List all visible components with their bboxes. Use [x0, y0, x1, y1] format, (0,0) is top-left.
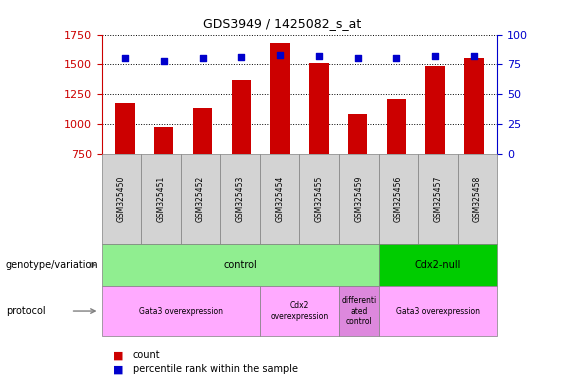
Point — [353, 55, 362, 61]
Point — [314, 53, 323, 59]
Text: GSM325454: GSM325454 — [275, 175, 284, 222]
Text: GSM325450: GSM325450 — [117, 175, 126, 222]
Point — [237, 54, 246, 60]
Text: GSM325458: GSM325458 — [473, 175, 482, 222]
Bar — [271, 43, 290, 243]
Point — [392, 55, 401, 61]
Text: GSM325459: GSM325459 — [354, 175, 363, 222]
Point — [159, 58, 168, 64]
Text: GSM325456: GSM325456 — [394, 175, 403, 222]
Text: GSM325453: GSM325453 — [236, 175, 245, 222]
Point — [120, 55, 129, 61]
Text: Gata3 overexpression: Gata3 overexpression — [139, 306, 223, 316]
Text: percentile rank within the sample: percentile rank within the sample — [133, 364, 298, 374]
Text: Gata3 overexpression: Gata3 overexpression — [396, 306, 480, 316]
Bar — [115, 103, 134, 243]
Text: differenti
ated
control: differenti ated control — [341, 296, 376, 326]
Text: GSM325451: GSM325451 — [157, 175, 166, 222]
Text: genotype/variation: genotype/variation — [6, 260, 98, 270]
Text: GSM325452: GSM325452 — [196, 175, 205, 222]
Text: GDS3949 / 1425082_s_at: GDS3949 / 1425082_s_at — [203, 17, 362, 30]
Point — [431, 53, 440, 59]
Text: ■: ■ — [113, 364, 124, 374]
Text: GSM325455: GSM325455 — [315, 175, 324, 222]
Text: control: control — [223, 260, 257, 270]
Point — [470, 53, 479, 59]
Bar — [154, 127, 173, 243]
Text: protocol: protocol — [6, 306, 45, 316]
Bar — [425, 66, 445, 243]
Bar — [193, 108, 212, 243]
Point — [276, 52, 285, 58]
Text: count: count — [133, 350, 160, 360]
Bar — [348, 114, 367, 243]
Text: ■: ■ — [113, 350, 124, 360]
Point — [198, 55, 207, 61]
Text: Cdx2
overexpression: Cdx2 overexpression — [270, 301, 329, 321]
Text: GSM325457: GSM325457 — [433, 175, 442, 222]
Bar — [232, 80, 251, 243]
Bar — [386, 99, 406, 243]
Text: Cdx2-null: Cdx2-null — [415, 260, 461, 270]
Bar — [464, 58, 484, 243]
Bar — [309, 63, 328, 243]
